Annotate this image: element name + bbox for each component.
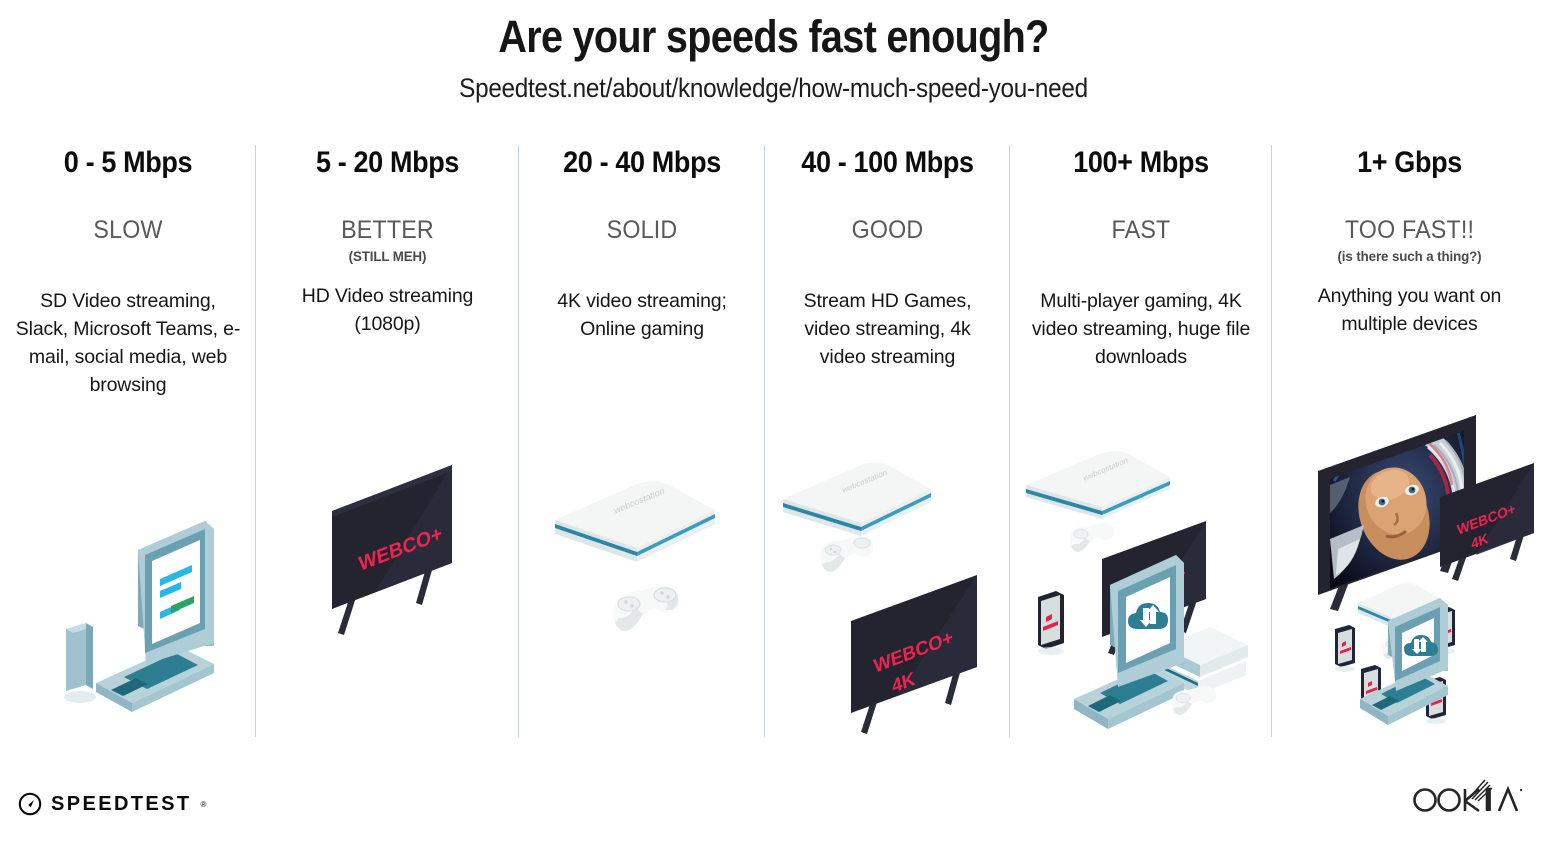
illustration-all-devices: WEBCO+ 4K <box>1272 373 1547 741</box>
page-subtitle-url: Speedtest.net/about/knowledge/how-much-s… <box>459 73 1088 103</box>
usage-description: Anything you want on multiple devices <box>1317 285 1502 335</box>
tv-4k-icon: WEBCO+ 4K <box>851 575 977 734</box>
usage-description: SD Video streaming, Slack, Microsoft Tea… <box>15 290 241 396</box>
laptop-icon <box>96 521 214 712</box>
column-divider <box>764 145 765 737</box>
speed-range-label: 40 - 100 Mbps <box>801 146 974 179</box>
speed-range-label: 0 - 5 Mbps <box>63 146 193 179</box>
rating-label: GOOD <box>851 216 924 244</box>
phone-icon <box>1335 625 1355 672</box>
page-title: Are your speeds fast enough? <box>498 11 1049 62</box>
gamepad-icon <box>1069 522 1115 552</box>
gamepad-icon <box>820 535 873 572</box>
usage-description: Multi-player gaming, 4K video streaming,… <box>1031 290 1251 368</box>
usage-description: HD Video streaming (1080p) <box>301 285 474 335</box>
speed-column-100-plus-mbps: 100+ Mbps FAST Multi-player gaming, 4K v… <box>1010 133 1272 741</box>
rating-label: FAST <box>1111 216 1171 244</box>
gamepad-icon <box>1171 685 1217 715</box>
rating-label: SLOW <box>93 216 163 244</box>
illustration-multi-device: webcostation WEBCO+ <box>1010 451 1272 741</box>
gamepad-icon <box>613 585 679 631</box>
speedtest-logo: SPEEDTEST ® <box>18 792 206 816</box>
speedtest-wordmark: SPEEDTEST <box>51 792 192 815</box>
rating-label: BETTER <box>341 216 434 244</box>
rating-label: TOO FAST!! <box>1344 216 1475 244</box>
rating-note: (STILL MEH) <box>348 248 427 264</box>
speed-range-label: 5 - 20 Mbps <box>315 146 460 179</box>
game-console-icon: webcostation <box>1026 451 1170 519</box>
speed-range-label: 100+ Mbps <box>1073 146 1209 179</box>
game-console-icon: webcostation <box>783 462 931 536</box>
speed-tier-columns: 0 - 5 Mbps SLOW SD Video streaming, Slac… <box>0 133 1547 741</box>
phone-icon <box>64 623 96 703</box>
tv-4k-icon: WEBCO+ 4K <box>1440 463 1534 581</box>
usage-description: 4K video streaming; Online gaming <box>557 290 727 340</box>
speed-range-label: 20 - 40 Mbps <box>563 146 721 179</box>
rating-note: (is there such a thing?) <box>1337 248 1482 264</box>
ookla-logo <box>1409 776 1525 821</box>
tv-resolution-label: 4K <box>1470 529 1490 552</box>
header: Are your speeds fast enough? Speedtest.n… <box>0 0 1547 104</box>
rating-label: SOLID <box>606 216 678 244</box>
illustration-laptop-phone <box>0 451 256 741</box>
trademark-symbol: ® <box>200 799 207 809</box>
speed-column-20-40-mbps: 20 - 40 Mbps SOLID 4K video streaming; O… <box>519 133 765 741</box>
speed-column-5-20-mbps: 5 - 20 Mbps BETTER (STILL MEH) HD Video … <box>256 133 519 741</box>
speed-range-label: 1+ Gbps <box>1357 146 1462 179</box>
speed-column-0-5-mbps: 0 - 5 Mbps SLOW SD Video streaming, Slac… <box>0 133 256 741</box>
illustration-console-gamepad: webcostation <box>519 458 765 741</box>
illustration-console-gamepad-tv: webcostation <box>765 451 1010 741</box>
speed-column-40-100-mbps: 40 - 100 Mbps GOOD Stream HD Games, vide… <box>765 133 1010 741</box>
column-divider <box>1009 145 1010 737</box>
column-divider <box>1271 145 1272 737</box>
phone-icon <box>1038 591 1064 655</box>
speed-column-1-plus-gbps: 1+ Gbps TOO FAST!! (is there such a thin… <box>1272 133 1547 741</box>
column-divider <box>255 145 256 737</box>
footer: SPEEDTEST ® <box>0 753 1547 843</box>
usage-description: Stream HD Games, video streaming, 4k vid… <box>803 290 972 368</box>
laptop-cloud-icon <box>1360 598 1448 725</box>
column-divider <box>518 145 519 737</box>
tv-icon: WEBCO+ <box>332 465 452 635</box>
ookla-wordmark <box>1413 779 1523 813</box>
game-console-icon: webcostation <box>555 481 715 562</box>
speedometer-icon <box>18 792 42 816</box>
laptop-cloud-icon <box>1074 555 1184 729</box>
illustration-tv: WEBCO+ <box>256 463 519 741</box>
